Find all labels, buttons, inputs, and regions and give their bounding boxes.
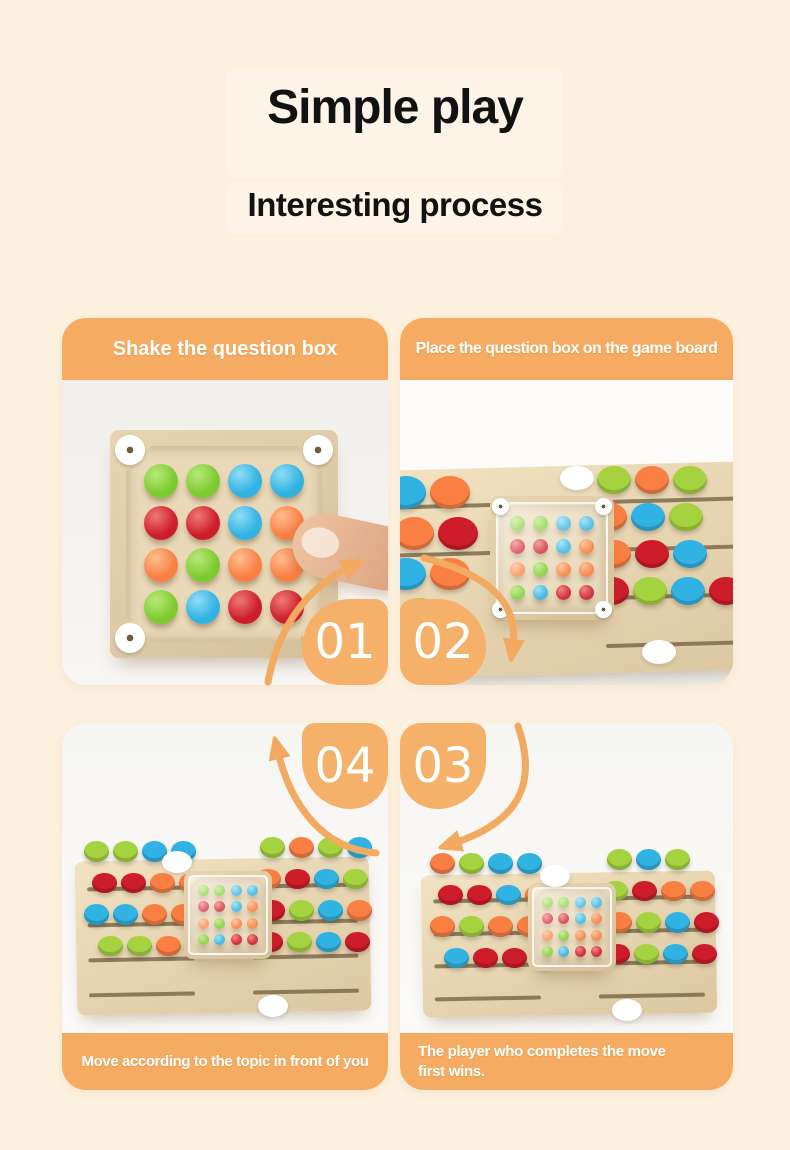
peg-disc	[560, 466, 594, 490]
acrylic-cover	[188, 875, 268, 955]
acrylic-cover	[496, 502, 608, 614]
corner-peg-icon	[594, 498, 612, 516]
step3-caption: The player who completes the move first …	[400, 1033, 733, 1090]
subtitle-highlight	[226, 182, 562, 234]
question-box	[110, 430, 338, 658]
piece-stack-right	[256, 837, 372, 952]
piece-stack-left	[430, 853, 556, 968]
question-box	[490, 496, 614, 620]
ball-grid	[140, 460, 309, 629]
step2-caption: Place the question box on the game board	[400, 318, 733, 380]
slot	[599, 992, 706, 999]
page-title: Simple play	[267, 81, 524, 134]
piece-stack-right	[593, 466, 733, 605]
acrylic-cover	[532, 887, 612, 967]
background-wall	[400, 380, 733, 472]
peg-disc	[612, 999, 642, 1021]
corner-peg-icon	[492, 498, 510, 516]
slot	[434, 995, 541, 1002]
corner-peg-icon	[114, 434, 145, 465]
corner-peg-icon	[594, 600, 612, 618]
question-box	[528, 883, 616, 971]
step1-caption: Shake the question box	[62, 318, 388, 380]
corner-peg-icon	[114, 623, 145, 654]
peg-disc	[642, 640, 676, 664]
question-box	[184, 871, 272, 959]
peg-disc	[258, 995, 288, 1017]
title-highlight	[226, 68, 562, 178]
step2-photo	[400, 380, 733, 685]
slot	[88, 956, 195, 963]
slot	[88, 991, 195, 998]
corner-peg-icon	[303, 434, 334, 465]
slot	[253, 989, 360, 995]
peg-disc	[540, 865, 570, 887]
step4-caption: Move according to the topic in front of …	[62, 1033, 388, 1090]
peg-disc	[162, 851, 192, 873]
fingernail	[298, 523, 342, 562]
piece-stack-right	[603, 849, 719, 964]
page-subtitle: Interesting process	[247, 186, 543, 223]
corner-peg-icon	[492, 600, 510, 618]
